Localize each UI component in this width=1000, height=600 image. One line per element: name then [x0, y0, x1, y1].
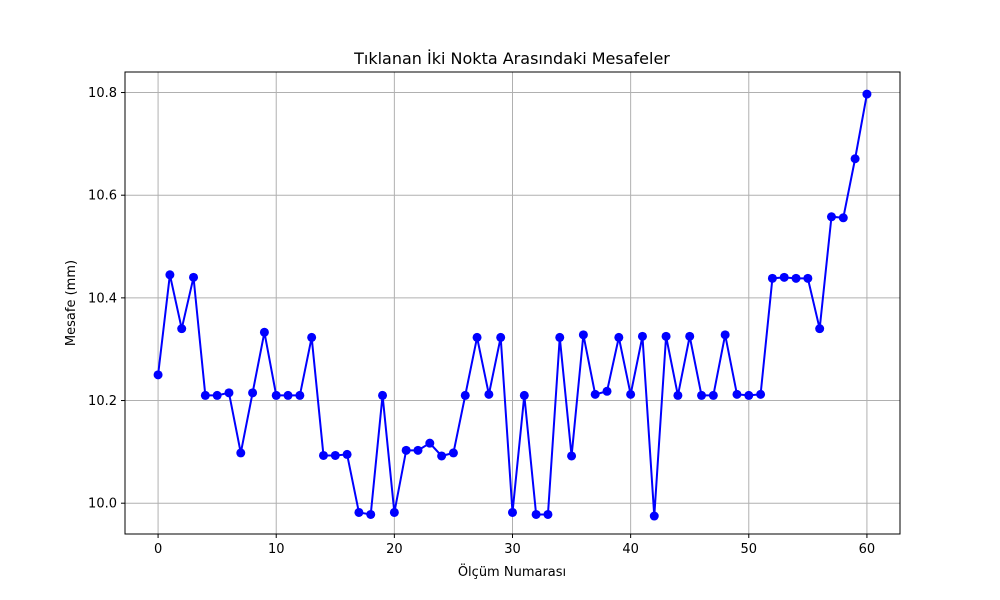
- data-point: [224, 388, 234, 398]
- data-point: [826, 212, 836, 222]
- data-point: [437, 451, 447, 461]
- data-point: [236, 448, 246, 458]
- data-point: [401, 445, 411, 455]
- y-tick-label: 10.2: [88, 394, 117, 409]
- x-tick-label: 10: [268, 542, 285, 557]
- data-point: [354, 507, 364, 517]
- data-point: [673, 390, 683, 400]
- y-tick-label: 10.4: [88, 291, 117, 306]
- data-point: [756, 389, 766, 399]
- data-point: [248, 388, 258, 398]
- data-point: [744, 390, 754, 400]
- data-point: [614, 332, 624, 342]
- data-point: [637, 331, 647, 341]
- data-point: [318, 450, 328, 460]
- y-tick-label: 10.0: [88, 497, 117, 512]
- data-point: [661, 331, 671, 341]
- x-axis-label: Ölçüm Numarası: [458, 563, 566, 580]
- data-point: [259, 327, 269, 337]
- data-point: [602, 386, 612, 396]
- data-point: [531, 509, 541, 519]
- chart-title: Tıklanan İki Nokta Arasındaki Mesafeler: [353, 49, 670, 68]
- data-point: [378, 390, 388, 400]
- data-point: [708, 390, 718, 400]
- data-point: [496, 332, 506, 342]
- data-point: [685, 331, 695, 341]
- data-point: [803, 273, 813, 283]
- data-point: [425, 438, 435, 448]
- x-tick-label: 30: [504, 542, 521, 557]
- data-point: [200, 390, 210, 400]
- data-point: [555, 332, 565, 342]
- data-point: [626, 389, 636, 399]
- data-points: [153, 89, 872, 521]
- data-point: [567, 451, 577, 461]
- y-axis: 10.0 10.2 10.4 10.6 10.8: [88, 86, 125, 512]
- x-tick-label: 50: [741, 542, 758, 557]
- data-point: [153, 370, 163, 380]
- data-point: [165, 270, 175, 280]
- y-axis-label: Mesafe (mm): [64, 260, 79, 346]
- data-point: [177, 324, 187, 334]
- data-point: [791, 273, 801, 283]
- data-point: [590, 389, 600, 399]
- data-point: [720, 330, 730, 340]
- grid: [125, 72, 900, 534]
- data-point: [862, 89, 872, 99]
- data-point: [484, 389, 494, 399]
- x-tick-label: 40: [622, 542, 639, 557]
- data-point: [578, 330, 588, 340]
- data-point: [732, 389, 742, 399]
- data-point: [508, 507, 517, 517]
- y-tick-label: 10.6: [88, 189, 117, 204]
- data-point: [307, 332, 317, 342]
- data-point: [342, 449, 352, 459]
- data-point: [850, 154, 860, 164]
- data-point: [413, 445, 423, 455]
- data-point: [697, 390, 707, 400]
- x-tick-label: 0: [154, 542, 162, 557]
- data-point: [189, 272, 199, 282]
- y-tick-label: 10.8: [88, 86, 117, 101]
- data-point: [366, 509, 376, 519]
- data-point: [460, 390, 470, 400]
- data-point: [543, 509, 553, 519]
- data-point: [767, 273, 777, 283]
- x-tick-label: 60: [859, 542, 876, 557]
- data-point: [448, 448, 458, 458]
- data-point: [330, 450, 340, 460]
- data-point: [519, 390, 529, 400]
- data-point: [838, 213, 848, 223]
- data-point: [212, 390, 222, 400]
- data-point: [389, 507, 399, 517]
- data-point: [283, 390, 293, 400]
- data-point: [815, 324, 825, 334]
- data-point: [649, 511, 659, 521]
- data-point: [295, 390, 305, 400]
- data-point: [472, 332, 482, 342]
- x-axis: 0 10 20 30 40 50 60: [154, 534, 875, 557]
- data-point: [779, 272, 789, 282]
- x-tick-label: 20: [386, 542, 403, 557]
- data-point: [271, 390, 281, 400]
